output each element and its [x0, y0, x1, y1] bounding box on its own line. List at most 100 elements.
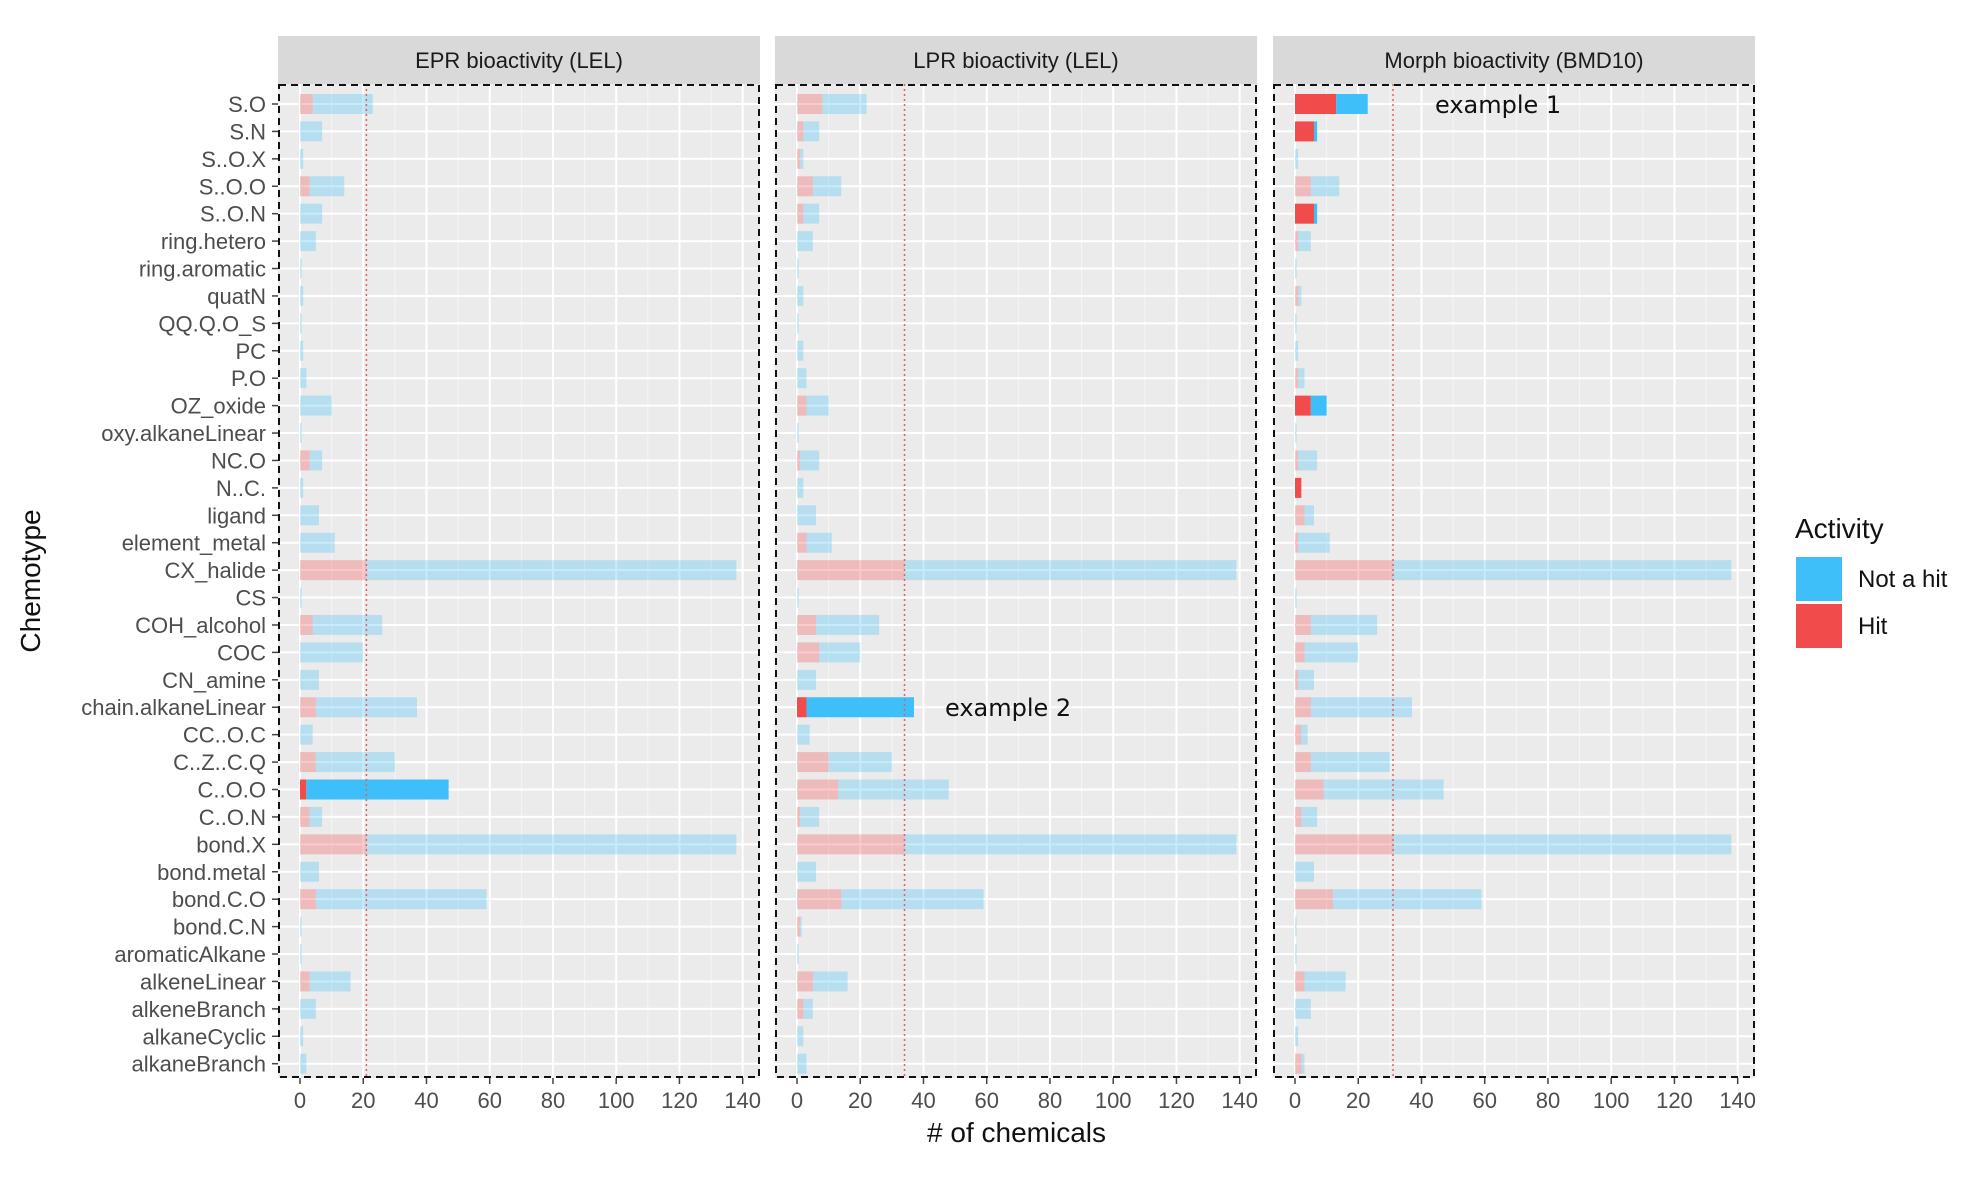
- bar-not-hit: [812, 176, 842, 197]
- bar-hit: [1295, 642, 1305, 663]
- bar-hit: [300, 697, 316, 718]
- x-tick-label: 20: [848, 1088, 872, 1113]
- y-tick-label: bond.C.N: [173, 915, 266, 940]
- bar-not-hit: [815, 614, 880, 635]
- bar-hit: [1295, 231, 1299, 252]
- bar-not-hit: [300, 477, 304, 498]
- bar-hit: [1295, 779, 1324, 800]
- bar-hit: [300, 560, 367, 581]
- bar-not-hit: [300, 587, 302, 608]
- bar-not-hit: [797, 477, 804, 498]
- bar-not-hit: [800, 450, 820, 471]
- bar-not-hit: [300, 724, 313, 745]
- bar-not-hit: [1298, 450, 1318, 471]
- bar-hit: [797, 697, 807, 718]
- bar-not-hit: [1295, 1026, 1299, 1047]
- bar-not-hit: [1310, 697, 1412, 718]
- legend-label: Not a hit: [1858, 566, 1948, 593]
- bar-not-hit: [797, 669, 816, 690]
- bar-hit: [1295, 889, 1333, 910]
- y-tick-label: ring.hetero: [161, 229, 266, 254]
- y-tick-label: QQ.Q.O_S: [158, 311, 266, 336]
- y-tick-label: S..O.O: [199, 174, 266, 199]
- x-tick-label: 100: [1095, 1088, 1132, 1113]
- bar-not-hit: [300, 1053, 307, 1074]
- bar-hit: [1295, 450, 1299, 471]
- bar-not-hit: [797, 258, 799, 279]
- y-tick-label: S..O.N: [200, 202, 266, 227]
- bar-not-hit: [300, 532, 335, 553]
- x-tick-label: 80: [1038, 1088, 1062, 1113]
- legend-swatch: [1796, 604, 1842, 648]
- bar-not-hit: [797, 368, 807, 389]
- bar-not-hit: [822, 94, 867, 114]
- bar-not-hit: [1301, 1053, 1305, 1074]
- bar-not-hit: [806, 697, 914, 718]
- panel-background: [775, 84, 1257, 1078]
- bar-not-hit: [797, 313, 799, 334]
- bar-hit: [797, 806, 801, 827]
- bar-not-hit: [1310, 752, 1390, 773]
- bar-not-hit: [1304, 505, 1314, 526]
- bar-hit: [300, 450, 310, 471]
- bar-not-hit: [300, 148, 304, 169]
- bar-not-hit: [309, 806, 323, 827]
- y-tick-label: ligand: [207, 503, 266, 528]
- bar-not-hit: [803, 203, 820, 224]
- bar-not-hit: [309, 450, 323, 471]
- bar-not-hit: [800, 806, 820, 827]
- bar-not-hit: [838, 779, 949, 800]
- y-tick-label: ring.aromatic: [139, 257, 266, 282]
- y-tick-label: alkaneCyclic: [143, 1024, 267, 1049]
- y-tick-label: N..C.: [216, 476, 266, 501]
- y-tick-label: S.N: [229, 119, 266, 144]
- x-tick-label: 140: [724, 1088, 761, 1113]
- bar-not-hit: [300, 916, 302, 937]
- bar-not-hit: [300, 861, 319, 882]
- y-tick-label: COC: [217, 640, 266, 665]
- bar-hit: [797, 614, 816, 635]
- bar-hit: [797, 889, 842, 910]
- facet-title: Morph bioactivity (BMD10): [1384, 48, 1643, 73]
- y-tick-label: OZ_oxide: [171, 394, 266, 419]
- bar-not-hit: [315, 889, 487, 910]
- y-tick-label: element_metal: [122, 531, 266, 556]
- y-tick-label: CN_amine: [162, 668, 266, 693]
- bar-not-hit: [1393, 560, 1732, 581]
- bar-not-hit: [797, 505, 816, 526]
- bar-hit: [797, 752, 829, 773]
- x-tick-label: 40: [1409, 1088, 1433, 1113]
- bar-not-hit: [315, 752, 395, 773]
- x-tick-label: 60: [1472, 1088, 1496, 1113]
- y-tick-label: quatN: [207, 284, 266, 309]
- bar-hit: [1295, 505, 1305, 526]
- x-tick-label: 40: [414, 1088, 438, 1113]
- bar-not-hit: [904, 560, 1237, 581]
- bar-not-hit: [1310, 614, 1378, 635]
- bar-hit: [300, 779, 307, 800]
- bar-hit: [1295, 94, 1337, 114]
- bar-hit: [1295, 285, 1299, 306]
- bar-hit: [300, 614, 313, 635]
- bar-hit: [797, 203, 804, 224]
- bar-hit: [1295, 971, 1305, 992]
- y-tick-label: bond.metal: [157, 860, 266, 885]
- y-tick-label: oxy.alkaneLinear: [101, 421, 266, 446]
- x-tick-label: 100: [1593, 1088, 1630, 1113]
- y-tick-label: NC.O: [211, 448, 266, 473]
- bar-not-hit: [300, 285, 304, 306]
- x-tick-label: 20: [1346, 1088, 1370, 1113]
- bar-not-hit: [797, 231, 813, 252]
- legend-swatch: [1796, 557, 1842, 601]
- facet-title: LPR bioactivity (LEL): [913, 48, 1118, 73]
- bar-not-hit: [1295, 861, 1314, 882]
- bar-not-hit: [300, 258, 302, 279]
- bar-not-hit: [800, 916, 802, 937]
- bar-not-hit: [300, 1026, 304, 1047]
- bar-not-hit: [800, 148, 804, 169]
- bar-hit: [797, 998, 804, 1019]
- bar-hit: [1295, 560, 1394, 581]
- panel-background: [1273, 84, 1755, 1078]
- bar-not-hit: [1295, 423, 1297, 444]
